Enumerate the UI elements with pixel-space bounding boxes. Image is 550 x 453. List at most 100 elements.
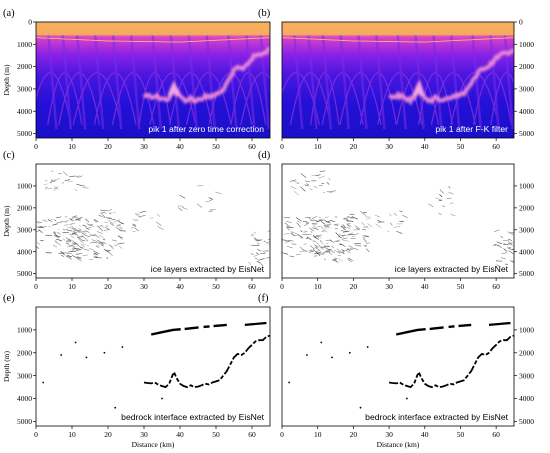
ice-layer-marks — [282, 170, 514, 268]
panel-caption: ice layers extracted by EisNet — [395, 264, 509, 274]
diffraction-streaks — [36, 35, 270, 130]
x-tick-label: 30 — [140, 282, 148, 291]
y-tick-label: 3000 — [519, 371, 534, 380]
panel-letter: (c) — [3, 150, 15, 161]
y-tick-label: 1000 — [17, 40, 32, 49]
x-tick-label: 40 — [176, 142, 184, 151]
y-tick-label: 1000 — [519, 325, 534, 334]
y-axis-title: Depth (m) — [2, 64, 11, 96]
x-tick-label: 50 — [457, 142, 465, 151]
x-tick-label: 30 — [140, 142, 148, 151]
x-tick-label: 20 — [104, 430, 112, 439]
x-tick-label: 10 — [314, 282, 322, 291]
plot-background — [36, 164, 270, 278]
bed-reflector — [388, 47, 514, 106]
x-tick-label: 10 — [68, 142, 76, 151]
y-tick-label: 2000 — [17, 203, 32, 212]
y-tick-label: 4000 — [519, 247, 534, 256]
y-tick-label: 0 — [519, 18, 523, 27]
x-tick-label: 0 — [34, 430, 38, 439]
y-tick-label: 2000 — [519, 62, 534, 71]
panel-caption: ice layers extracted by EisNet — [151, 264, 265, 274]
y-tick-label: 2000 — [519, 203, 534, 212]
x-tick-label: 10 — [314, 430, 322, 439]
panel-c: 0 10 20 30 40 50 60 1000 2000 3000 4000 5000 Depth (… — [2, 150, 271, 291]
surface-band — [282, 22, 514, 36]
x-tick-label: 40 — [176, 282, 184, 291]
y-tick-label: 3000 — [17, 371, 32, 380]
x-tick-label: 20 — [104, 142, 112, 151]
x-tick-label: 50 — [457, 282, 465, 291]
bedrock-interface — [42, 321, 270, 409]
x-tick-label: 50 — [212, 430, 220, 439]
panel-f: 0 10 20 30 40 50 60 1000 2000 3000 4000 5000 (f) bedr… — [258, 293, 534, 439]
x-tick-label: 60 — [248, 142, 256, 151]
panel-d: 0 10 20 30 40 50 60 1000 2000 3000 4000 5000 (d) ice … — [258, 150, 534, 291]
ice-layer-marks — [36, 170, 270, 267]
panel-letter: (a) — [3, 8, 15, 19]
x-tick-label: 30 — [385, 430, 393, 439]
y-tick-label: 1000 — [519, 182, 534, 191]
x-tick-label: 40 — [421, 282, 429, 291]
x-tick-label: 0 — [280, 142, 284, 151]
diffraction-streaks — [282, 35, 514, 130]
x-tick-label: 60 — [492, 430, 500, 439]
y-tick-label: 1000 — [17, 182, 32, 191]
y-tick-label: 3000 — [17, 225, 32, 234]
y-tick-label: 4000 — [519, 107, 534, 116]
x-tick-label: 20 — [350, 142, 358, 151]
plot-background — [282, 164, 514, 278]
plot-frame — [35, 21, 271, 139]
internal-reflector — [36, 37, 270, 43]
plot-background — [36, 307, 270, 426]
panel-caption: bedrock interface extracted by EisNet — [365, 412, 508, 422]
x-tick-label: 0 — [34, 142, 38, 151]
x-tick-label: 10 — [314, 142, 322, 151]
panel-b: 0 10 20 30 40 50 60 0 1000 2000 3000 4000 5000 (b) pik… — [258, 8, 534, 151]
x-tick-label: 20 — [350, 430, 358, 439]
plot-frame — [35, 306, 271, 427]
plot-area — [36, 22, 270, 138]
x-tick-label: 20 — [104, 282, 112, 291]
y-axis-title: Depth (m) — [2, 350, 11, 382]
y-axis-title: Depth (m) — [2, 205, 11, 237]
x-tick-label: 30 — [140, 430, 148, 439]
x-tick-label: 0 — [280, 430, 284, 439]
panel-caption: pik 1 after zero time correction — [148, 124, 264, 134]
y-tick-label: 5000 — [519, 417, 534, 426]
x-tick-label: 60 — [248, 430, 256, 439]
y-tick-label: 5000 — [17, 417, 32, 426]
x-tick-label: 50 — [212, 282, 220, 291]
plot-frame — [281, 163, 515, 279]
x-tick-label: 40 — [176, 430, 184, 439]
plot-area — [282, 22, 514, 138]
y-tick-label: 1000 — [519, 40, 534, 49]
y-tick-label: 4000 — [17, 247, 32, 256]
y-tick-label: 5000 — [519, 269, 534, 278]
bed-reflector — [142, 46, 270, 105]
panel-letter: (e) — [3, 293, 15, 304]
plot-background — [282, 307, 514, 426]
x-tick-label: 50 — [457, 430, 465, 439]
y-tick-label: 4000 — [519, 394, 534, 403]
bedrock-interface — [288, 321, 514, 409]
x-tick-label: 40 — [421, 430, 429, 439]
panel-caption: pik 1 after F-K filter — [435, 124, 508, 134]
x-tick-label: 0 — [34, 282, 38, 291]
panel-caption: bedrock interface extracted by EisNet — [121, 412, 264, 422]
panel-letter: (f) — [258, 293, 269, 304]
plot-area — [36, 307, 270, 426]
y-tick-label: 4000 — [17, 394, 32, 403]
x-tick-label: 10 — [68, 430, 76, 439]
plot-area — [36, 164, 270, 278]
plot-frame — [35, 163, 271, 279]
y-tick-label: 5000 — [17, 269, 32, 278]
y-tick-label: 5000 — [519, 129, 534, 138]
panel-e: 0 10 20 30 40 50 60 1000 2000 3000 4000 5000 Depth (… — [2, 293, 271, 439]
surface-band — [36, 22, 270, 36]
x-tick-label: 10 — [68, 282, 76, 291]
y-tick-label: 2000 — [17, 348, 32, 357]
y-tick-label: 3000 — [519, 85, 534, 94]
x-axis-title: Distance (km) — [377, 440, 420, 449]
